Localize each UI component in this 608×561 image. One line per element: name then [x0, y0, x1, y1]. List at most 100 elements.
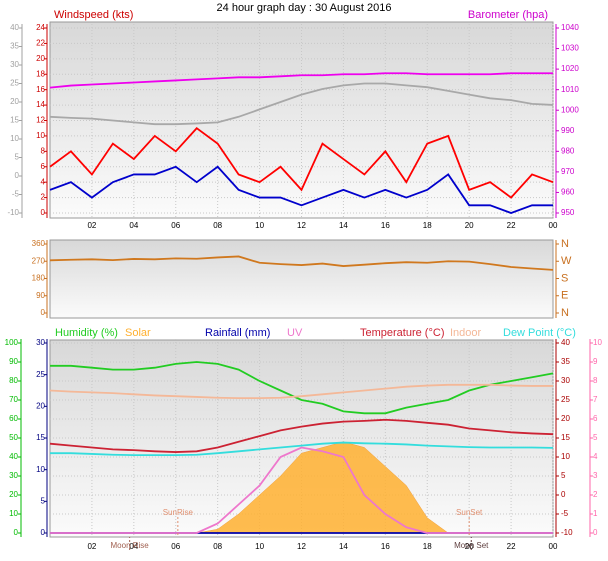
y-tick-label: N	[561, 307, 569, 319]
y-tick-label: 5	[561, 471, 566, 480]
y-tick-label: 10	[9, 509, 18, 518]
y-tick-label: 1	[593, 509, 598, 518]
chart-title: 24 hour graph day : 30 August 2016	[217, 2, 392, 14]
x-tick-label: 08	[213, 542, 222, 551]
y-tick-label: 70	[9, 395, 18, 404]
y-tick-label: 8	[593, 376, 598, 385]
y-tick-label: 9	[593, 357, 598, 366]
y-tick-label: 5	[41, 496, 46, 505]
x-tick-label: 06	[171, 542, 180, 551]
y-tick-label: 1040	[561, 23, 579, 32]
y-tick-label: -10	[7, 208, 19, 217]
legend-entry: Temperature (°C)	[360, 327, 444, 339]
x-tick-label: 16	[381, 221, 390, 230]
y-tick-label: 40	[561, 338, 570, 347]
y-tick-label: 15	[10, 116, 19, 125]
y-tick-label: -5	[12, 190, 20, 199]
y-tick-label: 10	[10, 134, 19, 143]
y-tick-label: 30	[36, 338, 45, 347]
x-tick-label: 12	[297, 542, 306, 551]
y-tick-label: 30	[9, 471, 18, 480]
annotation: SunRise	[163, 508, 194, 517]
y-tick-label: 8	[41, 146, 46, 155]
legend-entry: Indoor	[450, 327, 482, 339]
wind-axis-label: Windspeed (kts)	[54, 9, 133, 21]
y-tick-label: 20	[9, 490, 18, 499]
y-tick-label: 0	[41, 528, 46, 537]
x-tick-label: 22	[507, 221, 516, 230]
y-tick-label: -10	[561, 528, 573, 537]
y-tick-label: N	[561, 238, 569, 250]
y-tick-label: 1030	[561, 44, 579, 53]
y-tick-label: 1010	[561, 85, 579, 94]
y-tick-label: 25	[561, 395, 570, 404]
y-tick-label: 18	[36, 69, 45, 78]
line-series	[49, 82, 554, 126]
y-tick-label: 30	[10, 60, 19, 69]
y-tick-label: 950	[561, 208, 575, 217]
annotation: SunSet	[456, 508, 483, 517]
x-tick-label: 18	[423, 221, 432, 230]
x-tick-label: 18	[423, 542, 432, 551]
y-tick-label: 80	[9, 376, 18, 385]
y-tick-label: 100	[5, 338, 19, 347]
legend-entry: Solar	[125, 327, 151, 339]
x-tick-label: 00	[549, 221, 558, 230]
y-tick-label: 10	[593, 338, 602, 347]
legend-entry: Rainfall (mm)	[205, 327, 270, 339]
annotation: Moon Set	[454, 541, 489, 550]
y-tick-label: 0	[41, 208, 46, 217]
line-series	[49, 418, 554, 453]
y-tick-label: 20	[36, 54, 45, 63]
line-series	[50, 361, 554, 415]
y-tick-label: 970	[561, 167, 575, 176]
y-tick-label: 0	[14, 528, 19, 537]
legend-entry: Dew Point (°C)	[503, 327, 576, 339]
y-tick-label: 5	[593, 433, 598, 442]
y-tick-label: 0	[561, 490, 566, 499]
y-tick-label: 10	[561, 452, 570, 461]
line-series	[49, 165, 553, 214]
y-tick-label: 50	[9, 433, 18, 442]
baro-axis-label: Barometer (hpa)	[468, 9, 548, 21]
y-tick-label: W	[561, 255, 572, 267]
y-tick-label: 16	[36, 85, 45, 94]
line-series	[49, 255, 554, 271]
y-tick-label: 90	[9, 357, 18, 366]
x-tick-label: 12	[297, 221, 306, 230]
y-tick-label: 5	[15, 153, 20, 162]
y-tick-label: 10	[36, 465, 45, 474]
y-tick-label: 15	[36, 433, 45, 442]
legend-entry: UV	[287, 327, 303, 339]
y-tick-label: 3	[593, 471, 598, 480]
y-tick-label: 20	[10, 97, 19, 106]
y-tick-label: 960	[561, 188, 575, 197]
y-tick-label: 6	[41, 162, 46, 171]
y-tick-label: 15	[561, 433, 570, 442]
x-tick-label: 04	[129, 542, 138, 551]
line-series	[49, 72, 553, 89]
y-tick-label: 60	[9, 414, 18, 423]
y-tick-label: 10	[36, 131, 45, 140]
y-tick-label: 7	[593, 395, 598, 404]
y-tick-label: 4	[593, 452, 598, 461]
y-tick-label: 20	[561, 414, 570, 423]
y-tick-label: E	[561, 290, 568, 302]
x-tick-label: 08	[213, 221, 222, 230]
line-series	[49, 127, 554, 199]
y-tick-label: 0	[15, 171, 20, 180]
direction-panel	[49, 239, 554, 319]
y-tick-label: 24	[36, 23, 45, 32]
legend-entry: Humidity (%)	[55, 327, 118, 339]
y-tick-label: 25	[36, 370, 45, 379]
y-tick-label: 0	[593, 528, 598, 537]
y-tick-label: 6	[593, 414, 598, 423]
annotation: Moon Rise	[111, 541, 150, 550]
y-tick-label: 20	[36, 401, 45, 410]
x-tick-label: 20	[465, 221, 474, 230]
line-series	[50, 441, 554, 456]
y-tick-label: 990	[561, 126, 575, 135]
x-tick-label: 00	[549, 542, 558, 551]
y-tick-label: 980	[561, 146, 575, 155]
